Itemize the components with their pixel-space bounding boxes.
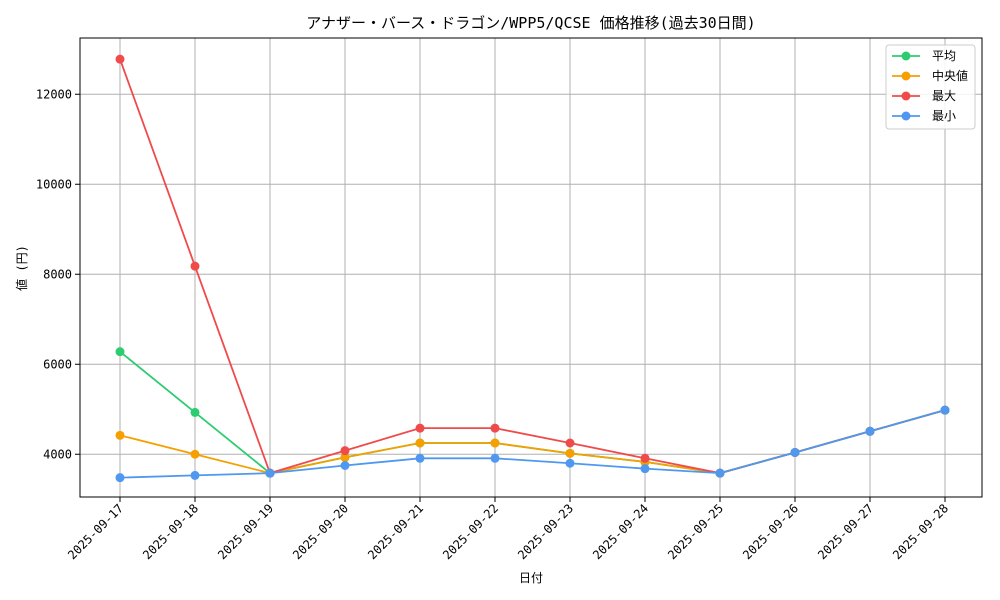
legend-marker bbox=[901, 71, 911, 81]
data-point bbox=[715, 468, 725, 478]
y-tick-label: 10000 bbox=[36, 177, 72, 191]
data-point bbox=[565, 438, 575, 448]
data-point bbox=[190, 449, 200, 459]
data-point bbox=[490, 423, 500, 433]
legend-label: 平均 bbox=[932, 49, 956, 63]
legend-entry: 平均 bbox=[892, 49, 956, 63]
data-point bbox=[565, 458, 575, 468]
data-point bbox=[190, 470, 200, 480]
data-point bbox=[115, 430, 125, 440]
data-point bbox=[640, 453, 650, 463]
data-point bbox=[565, 448, 575, 458]
series-3 bbox=[115, 405, 950, 483]
data-point bbox=[115, 54, 125, 64]
y-axis-title: 値 (円) bbox=[14, 245, 29, 291]
legend-entry: 中央値 bbox=[892, 68, 968, 83]
data-point bbox=[115, 473, 125, 483]
data-point bbox=[190, 407, 200, 417]
legend-label: 中央値 bbox=[932, 68, 968, 83]
x-axis-title: 日付 bbox=[519, 571, 543, 585]
legend-marker bbox=[901, 111, 911, 121]
legend-label: 最大 bbox=[932, 89, 956, 103]
data-point bbox=[865, 426, 875, 436]
legend-marker bbox=[901, 51, 911, 61]
legend-label: 最小 bbox=[932, 109, 956, 123]
y-tick-label: 4000 bbox=[43, 447, 72, 461]
data-point bbox=[415, 423, 425, 433]
data-point bbox=[790, 447, 800, 457]
data-point bbox=[190, 261, 200, 271]
y-tick-label: 6000 bbox=[43, 357, 72, 371]
data-point bbox=[640, 464, 650, 474]
legend-marker bbox=[901, 91, 911, 101]
legend-entry: 最大 bbox=[892, 89, 956, 103]
chart-title: アナザー・バース・ドラゴン/WPP5/QCSE 価格推移(過去30日間) bbox=[306, 14, 755, 32]
data-point bbox=[490, 438, 500, 448]
legend-entry: 最小 bbox=[892, 109, 956, 123]
data-point bbox=[415, 453, 425, 463]
data-point bbox=[115, 347, 125, 357]
data-point bbox=[490, 453, 500, 463]
series-line bbox=[119, 409, 946, 479]
data-point bbox=[415, 438, 425, 448]
data-point bbox=[940, 405, 950, 415]
data-point bbox=[340, 446, 350, 456]
legend-frame bbox=[885, 44, 976, 130]
data-point bbox=[265, 468, 275, 478]
data-point bbox=[340, 461, 350, 470]
data-point bbox=[340, 452, 350, 462]
plot-frame bbox=[79, 37, 983, 498]
y-tick-label: 8000 bbox=[43, 267, 72, 281]
y-tick-label: 12000 bbox=[36, 87, 72, 101]
